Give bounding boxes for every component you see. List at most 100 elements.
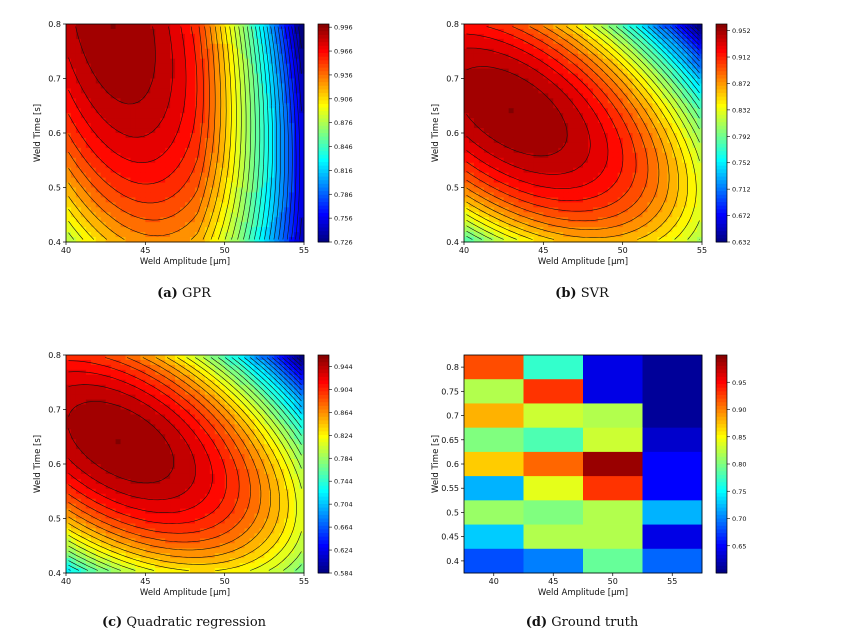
contour-cell (170, 93, 176, 99)
contour-cell (194, 113, 201, 119)
contour-cell (647, 68, 653, 75)
contour-cell (573, 222, 579, 228)
contour-cell (224, 202, 231, 208)
contour-cell (617, 162, 624, 169)
contour-cell (637, 142, 643, 149)
contour-cell (249, 83, 255, 89)
contour-cell (249, 399, 255, 406)
contour-cell (229, 227, 236, 233)
contour-cell (543, 48, 549, 55)
contour-cell (538, 133, 544, 139)
contour-cell (508, 98, 515, 104)
contour-cell (697, 152, 703, 159)
contour-cell (647, 58, 653, 65)
contour-cell (692, 237, 698, 243)
contour-cell (289, 43, 295, 50)
contour-line (641, 26, 700, 86)
contour-cell (95, 197, 102, 203)
contour-cell (165, 157, 171, 164)
contour-cell (553, 202, 559, 208)
contour-cell (503, 88, 510, 94)
contour-cell (667, 73, 673, 79)
contour-cell (125, 33, 131, 40)
contour-cell (105, 93, 112, 99)
contour-cell (508, 108, 515, 114)
contour-cell (483, 58, 490, 65)
contour-cell (90, 98, 97, 104)
contour-cell (568, 88, 574, 94)
contour-cell (677, 152, 683, 159)
contour-cell (219, 197, 226, 203)
contour-cell (483, 172, 490, 179)
contour-line (288, 26, 301, 240)
contour-cell (219, 152, 226, 159)
contour-cell (244, 212, 250, 218)
contour-cell (548, 58, 554, 65)
contour-cell (627, 93, 634, 99)
contour-cell (553, 237, 559, 243)
contour-cell (254, 379, 260, 386)
contour-cell (155, 28, 161, 35)
contour-cell (194, 118, 201, 124)
contour-cell (70, 232, 77, 238)
contour-cell (597, 157, 604, 164)
contour-cell (150, 63, 156, 70)
contour-cell (189, 118, 196, 124)
contour-cell (180, 103, 186, 109)
contour-cell (642, 128, 648, 134)
contour-cell (493, 137, 500, 144)
contour-cell (249, 33, 255, 40)
contour-cell (687, 187, 693, 193)
contour-cell (518, 78, 524, 84)
contour-cell (105, 88, 112, 94)
contour-cell (642, 232, 648, 238)
contour-cell (274, 355, 280, 361)
contour-cell (224, 73, 231, 79)
y-axis-label: Weld Time [s] (431, 104, 441, 162)
contour-cell (75, 182, 82, 188)
contour-cell (279, 128, 285, 134)
contour-cell (538, 187, 544, 193)
contour-cell (652, 207, 658, 213)
contour-cell (637, 237, 643, 243)
contour-cell (66, 63, 72, 70)
contour-cell (175, 73, 181, 79)
contour-cell (508, 83, 515, 89)
contour-cell (66, 53, 72, 60)
contour-cell (299, 374, 305, 381)
contour-cell (558, 53, 564, 60)
contour-cell (150, 162, 156, 169)
contour-cell (185, 38, 191, 45)
contour-cell (657, 197, 663, 203)
contour-cell (170, 78, 176, 84)
contour-cell (259, 157, 265, 164)
contour-cell (120, 98, 126, 104)
contour-cell (130, 222, 136, 228)
contour-cell (66, 177, 72, 184)
contour-cell (548, 137, 554, 144)
contour-cell (568, 93, 574, 99)
contour-cell (578, 83, 584, 89)
contour-cell (483, 123, 490, 129)
contour-cell (204, 113, 211, 119)
colorbar-segment (716, 198, 727, 203)
contour-cell (294, 389, 300, 396)
contour-cell (85, 359, 92, 366)
contour-cell (622, 172, 629, 179)
colorbar-segment (318, 209, 329, 214)
contour-cell (667, 222, 673, 228)
contour-cell (269, 177, 275, 184)
contour-cell (578, 167, 584, 174)
contour-cell (209, 187, 216, 193)
contour-cell (602, 108, 609, 114)
colorbar-tick-label: 0.756 (334, 215, 353, 223)
contour-cell (587, 147, 594, 154)
contour-cell (135, 93, 141, 99)
contour-cell (503, 73, 510, 79)
contour-cell (175, 217, 181, 223)
contour-cell (155, 202, 161, 208)
contour-cell (185, 147, 191, 154)
contour-cell (219, 359, 226, 366)
contour-cell (209, 83, 216, 89)
contour-cell (299, 207, 305, 213)
